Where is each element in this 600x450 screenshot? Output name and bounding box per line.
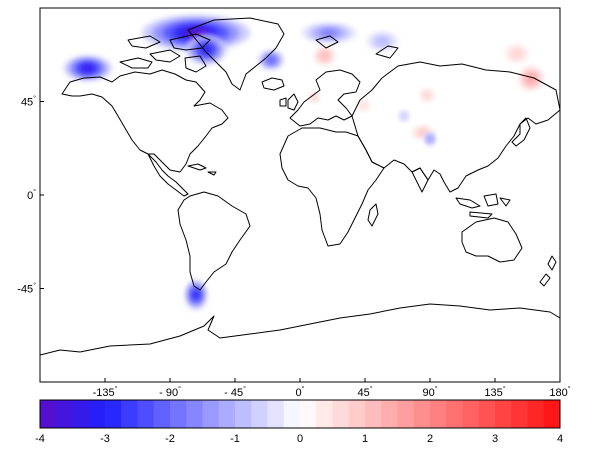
colorbar-swatch	[153, 400, 171, 428]
colorbar-tick-label: 0	[297, 433, 303, 445]
svalbard-outline	[315, 35, 399, 59]
greenland-outline	[187, 17, 285, 91]
colorbar-swatch	[495, 400, 512, 428]
colorbar-swatch	[56, 400, 73, 428]
lon-tick-label: - 45°	[224, 385, 246, 399]
anomaly-east-siberia	[503, 44, 530, 64]
colorbar-swatch	[121, 400, 138, 428]
colorbar-swatch	[88, 400, 106, 428]
colorbar-swatch	[40, 400, 57, 428]
lat-tick-label: 45°	[21, 95, 36, 109]
antarctica-outline	[40, 303, 560, 382]
anomaly-pamir	[398, 110, 410, 122]
arctic-islands-outline	[119, 33, 211, 73]
colorbar-swatch	[202, 400, 220, 428]
madagascar-outline	[367, 203, 379, 227]
colorbar-swatch	[543, 400, 561, 428]
lon-tick-label: 90°	[422, 385, 437, 399]
latitude-axis: 45° 0° -45°	[17, 95, 44, 296]
europe-outline	[289, 69, 361, 127]
coastlines	[40, 17, 560, 382]
anomaly-scandinavia	[313, 46, 336, 66]
colorbar-tick-label: -4	[35, 433, 45, 445]
lat-tick-label: 0°	[27, 188, 36, 202]
colorbar-swatch	[283, 400, 301, 428]
colorbar-swatch	[186, 400, 203, 428]
lat-tick-label: -45°	[17, 282, 36, 296]
colorbar-swatch	[105, 400, 122, 428]
colorbar-tick-label: 2	[427, 433, 433, 445]
japan-outline	[511, 117, 531, 147]
colorbar-swatch	[462, 400, 480, 428]
anomaly-layer	[63, 15, 544, 310]
india-outline	[411, 167, 429, 193]
colorbar-swatch	[397, 400, 415, 428]
longitude-axis: -135° - 90° - 45° 0° 45° 90° 135° 180°	[93, 378, 571, 399]
colorbar-swatch	[478, 400, 496, 428]
colorbar-swatch	[413, 400, 431, 428]
colorbar-swatch	[267, 400, 285, 428]
colorbar-swatch	[527, 400, 545, 428]
map-frame	[39, 7, 561, 383]
australia-outline	[461, 217, 523, 263]
colorbar-swatch	[348, 400, 366, 428]
colorbar-swatch	[218, 400, 236, 428]
colorbar-swatch	[511, 400, 528, 428]
colorbar-swatch	[251, 400, 268, 428]
anomaly-caucasus	[356, 100, 371, 112]
colorbar-tick-label: 3	[492, 433, 498, 445]
colorbar-tick-label: -1	[230, 433, 240, 445]
north-america-outline	[61, 69, 229, 173]
anomaly-altai	[419, 88, 435, 103]
colorbar-swatch	[365, 400, 382, 428]
new-zealand-outline	[539, 255, 557, 287]
anomaly-novaya-zemlya	[365, 31, 399, 51]
iceland-outline	[261, 77, 285, 91]
anomaly-iceland	[258, 50, 284, 70]
colorbar-swatch	[72, 400, 90, 428]
anomaly-alaska	[63, 55, 112, 81]
lon-tick-label: -135°	[93, 385, 118, 399]
colorbar: -4 -3 -2 -1 0 1 2 3 4	[35, 399, 563, 445]
south-america-outline	[177, 191, 251, 291]
indonesia-outline	[455, 193, 511, 219]
lon-tick-label: 180°	[549, 385, 570, 399]
anomaly-alps	[309, 91, 320, 103]
anomaly-patagonia	[185, 279, 207, 310]
colorbar-swatch	[137, 400, 155, 428]
colorbar-tick-label: -2	[165, 433, 175, 445]
colorbar-tick-label: 1	[362, 433, 368, 445]
british-isles-outline	[279, 93, 299, 111]
anomaly-svalbard	[301, 23, 357, 43]
lon-tick-label: 0°	[296, 385, 305, 399]
colorbar-tick-label: -3	[100, 433, 110, 445]
anomaly-kamchatka	[518, 66, 544, 91]
colorbar-swatch	[235, 400, 252, 428]
colorbar-tick-label: 4	[557, 433, 563, 445]
colorbar-swatch	[332, 400, 350, 428]
colorbar-swatch	[300, 400, 317, 428]
lon-tick-label: 45°	[357, 385, 372, 399]
colorbar-swatch	[381, 400, 398, 428]
caribbean-outline	[187, 163, 217, 176]
anomaly-tibet	[424, 131, 436, 146]
lon-tick-label: 135°	[484, 385, 505, 399]
colorbar-swatch	[316, 400, 333, 428]
asia-outline	[351, 61, 560, 193]
colorbar-swatch	[446, 400, 463, 428]
colorbar-swatch	[170, 400, 187, 428]
colorbar-swatch	[430, 400, 447, 428]
central-america-outline	[147, 153, 189, 197]
lon-tick-label: - 90°	[159, 385, 181, 399]
africa-outline	[279, 127, 385, 247]
